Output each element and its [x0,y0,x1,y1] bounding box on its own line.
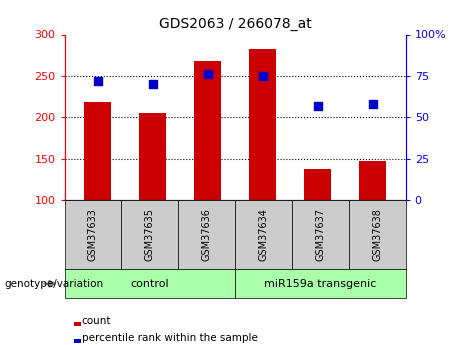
Point [369,101,376,107]
Bar [139,113,166,200]
Bar [194,61,221,200]
Point [94,78,101,83]
Text: control: control [130,279,169,289]
Text: genotype/variation: genotype/variation [5,279,104,289]
Text: percentile rank within the sample: percentile rank within the sample [82,333,258,343]
Text: GSM37634: GSM37634 [259,208,269,261]
Point [149,81,156,87]
Text: GSM37636: GSM37636 [201,208,212,261]
Bar [304,169,331,200]
Point [259,73,266,79]
Text: count: count [82,316,111,326]
Text: GSM37635: GSM37635 [145,208,155,261]
Point [314,103,321,108]
Text: GSM37638: GSM37638 [372,208,382,261]
Text: GSM37633: GSM37633 [88,208,98,261]
Bar [359,161,386,200]
Text: GSM37637: GSM37637 [315,208,325,261]
Title: GDS2063 / 266078_at: GDS2063 / 266078_at [159,17,312,31]
Point [204,71,211,77]
Bar [84,102,111,200]
Text: miR159a transgenic: miR159a transgenic [264,279,377,289]
Bar [249,49,277,200]
